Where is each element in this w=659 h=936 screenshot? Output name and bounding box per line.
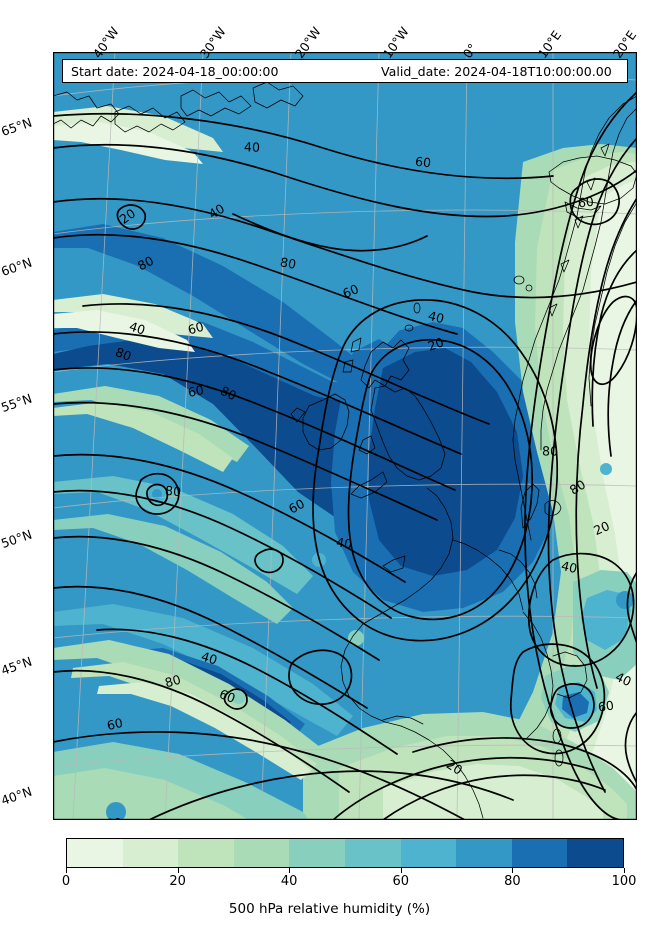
contour-label-28: 60 <box>217 686 237 706</box>
colorbar[interactable] <box>66 838 624 868</box>
colorbar-band-8 <box>511 839 568 867</box>
lat-tick-3: 50°N <box>0 526 34 551</box>
colorbar-ticklabel-1: 20 <box>169 874 186 889</box>
contour-label-19: 80 <box>567 477 588 498</box>
contour-label-2: 40 <box>206 201 227 222</box>
svg-text:40: 40 <box>127 318 147 337</box>
svg-text:20: 20 <box>591 518 612 538</box>
contour-label-33: 80 <box>105 815 122 820</box>
svg-text:80: 80 <box>165 483 182 499</box>
contour-label-3: 60 <box>414 154 431 171</box>
svg-text:20: 20 <box>426 334 446 353</box>
lat-tick-2: 55°N <box>0 390 34 415</box>
contour-label-4: 80 <box>135 253 156 274</box>
colorbar-ticklabel-3: 60 <box>392 874 410 889</box>
contour-label-27: 80 <box>163 672 182 691</box>
svg-text:80: 80 <box>279 254 297 272</box>
valid-date-text: Valid_date: 2024-04-18T10:00:00.00 <box>381 63 612 79</box>
colorbar-ticklabel-4: 80 <box>504 874 521 889</box>
svg-text:60: 60 <box>186 319 205 338</box>
svg-text:80: 80 <box>105 815 122 820</box>
contour-label-24: 40 <box>560 558 579 576</box>
svg-text:40: 40 <box>560 558 579 576</box>
colorbar-tick-4 <box>512 868 514 873</box>
svg-text:60: 60 <box>577 194 595 211</box>
svg-text:80: 80 <box>113 344 133 364</box>
svg-text:40: 40 <box>335 534 353 551</box>
contour-label-13: 80 <box>218 383 239 403</box>
date-info-bar: Start date: 2024-04-18_00:00:00 Valid_da… <box>62 59 628 83</box>
contour-label-1: 40 <box>244 139 260 155</box>
colorbar-tick-3 <box>400 868 402 873</box>
contour-label-12: 60 <box>187 382 206 400</box>
svg-text:80: 80 <box>135 253 156 274</box>
colorbar-band-0 <box>67 839 123 867</box>
svg-text:60: 60 <box>187 382 206 400</box>
colorbar-band-4 <box>289 839 345 867</box>
svg-text:60: 60 <box>597 697 615 714</box>
svg-text:80: 80 <box>163 672 182 691</box>
start-date-text: Start date: 2024-04-18_00:00:00 <box>71 63 279 79</box>
colorbar-tick-2 <box>289 868 291 873</box>
colorbar-band-7 <box>456 839 512 867</box>
colorbar-ticklabel-0: 0 <box>61 874 71 889</box>
colorbar-band-2 <box>178 839 234 867</box>
contour-label-31: 60 <box>597 697 615 714</box>
humidity-field: 2040406080806040204060806080604020208080… <box>53 52 637 820</box>
contour-label-22: 40 <box>335 534 353 551</box>
svg-text:80: 80 <box>567 477 588 498</box>
contour-label-0: 20 <box>117 205 139 226</box>
contour-label-7: 40 <box>427 308 446 326</box>
svg-text:80: 80 <box>218 383 239 403</box>
colorbar-band-3 <box>233 839 290 867</box>
colorbar-ticklabel-5: 100 <box>611 874 637 889</box>
colorbar-band-9 <box>567 839 623 867</box>
contour-label-20: 80 <box>165 483 182 499</box>
svg-text:40: 40 <box>199 649 219 668</box>
contour-label-5: 80 <box>279 254 297 272</box>
colorbar-band-6 <box>400 839 457 867</box>
svg-text:60: 60 <box>105 715 124 733</box>
colorbar-label: 500 hPa relative humidity (%) <box>228 901 431 917</box>
svg-text:40: 40 <box>427 308 446 326</box>
contour-label-11: 80 <box>113 344 133 364</box>
contour-label-26: 40 <box>199 649 219 668</box>
contour-label-6: 60 <box>340 281 361 301</box>
colorbar-band-1 <box>122 839 179 867</box>
contour-label-34: 20 <box>444 757 466 778</box>
svg-text:80: 80 <box>542 443 558 458</box>
contour-label-10: 60 <box>186 319 205 338</box>
svg-text:60: 60 <box>217 686 237 706</box>
svg-text:60: 60 <box>340 281 361 301</box>
colorbar-band-5 <box>344 839 401 867</box>
svg-text:40: 40 <box>206 201 227 222</box>
svg-text:60: 60 <box>414 154 431 171</box>
colorbar-tick-1 <box>177 868 179 873</box>
contour-label-18: 80 <box>542 443 558 458</box>
contour-label-14: 60 <box>577 194 595 211</box>
contour-label-30: 40 <box>613 669 634 689</box>
contour-label-8: 20 <box>426 334 446 353</box>
lat-tick-1: 60°N <box>0 254 34 279</box>
svg-text:40: 40 <box>613 669 634 689</box>
svg-text:20: 20 <box>444 757 466 778</box>
svg-text:60: 60 <box>286 496 307 517</box>
contour-label-21: 60 <box>286 496 307 517</box>
contour-label-23: 20 <box>591 518 612 538</box>
lat-tick-5: 40°N <box>0 783 34 808</box>
map-plot-area[interactable]: 2040406080806040204060806080604020208080… <box>53 52 637 820</box>
lat-tick-0: 65°N <box>0 114 34 139</box>
colorbar-tick-0 <box>66 868 67 873</box>
contour-label-9: 40 <box>127 318 147 337</box>
contour-label-29: 60 <box>105 715 124 733</box>
svg-text:20: 20 <box>117 205 139 226</box>
lat-tick-4: 45°N <box>0 653 34 678</box>
svg-text:40: 40 <box>244 139 260 155</box>
colorbar-tick-5 <box>624 868 625 873</box>
colorbar-ticklabel-2: 40 <box>280 874 298 889</box>
